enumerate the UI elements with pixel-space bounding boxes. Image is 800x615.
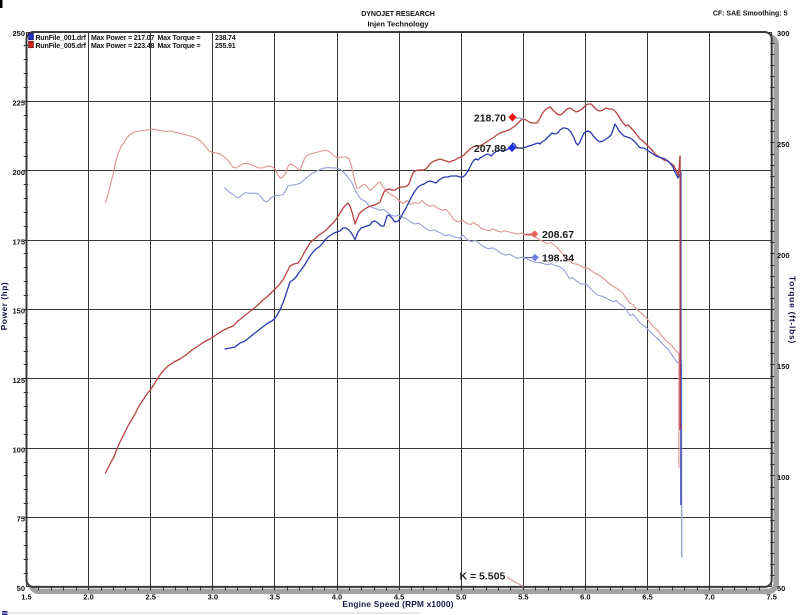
svg-text:225: 225: [12, 99, 25, 108]
svg-text:218.70: 218.70: [474, 112, 506, 124]
svg-text:K = 5.505: K = 5.505: [460, 571, 506, 583]
svg-text:Max Power = 217.07: Max Power = 217.07: [91, 35, 155, 42]
svg-text:Torque (ft-lbs): Torque (ft-lbs): [788, 276, 798, 344]
svg-text:DYNOJET RESEARCH: DYNOJET RESEARCH: [361, 11, 435, 18]
svg-text:Max Torque =: Max Torque =: [158, 35, 201, 42]
svg-text:6.0: 6.0: [580, 593, 590, 602]
svg-text:50: 50: [17, 584, 25, 593]
svg-text:255.91: 255.91: [215, 43, 236, 50]
svg-text:198.34: 198.34: [542, 252, 574, 264]
svg-text:Max Torque =: Max Torque =: [158, 43, 201, 50]
svg-text:RunFile_005.drf: RunFile_005.drf: [36, 43, 87, 50]
svg-text:CF: SAE Smoothing: 5: CF: SAE Smoothing: 5: [713, 11, 788, 18]
svg-text:250: 250: [777, 140, 790, 149]
svg-text:7.5: 7.5: [766, 593, 776, 602]
svg-text:150: 150: [777, 362, 790, 371]
svg-text:RunFile_001.drf: RunFile_001.drf: [36, 35, 87, 42]
svg-text:1.5: 1.5: [21, 593, 31, 602]
svg-text:150: 150: [12, 307, 25, 316]
svg-text:Max Power = 223.48: Max Power = 223.48: [91, 43, 155, 50]
svg-text:50: 50: [777, 584, 785, 593]
svg-text:6.5: 6.5: [642, 593, 652, 602]
svg-text:Power (hp): Power (hp): [0, 282, 9, 330]
svg-text:3.5: 3.5: [270, 593, 280, 602]
svg-text:207.89: 207.89: [474, 143, 506, 155]
svg-text:100: 100: [777, 473, 790, 482]
svg-text:4.5: 4.5: [394, 593, 404, 602]
svg-text:7.0: 7.0: [704, 593, 714, 602]
svg-text:2.0: 2.0: [83, 593, 93, 602]
svg-text:5.5: 5.5: [518, 593, 528, 602]
svg-text:100: 100: [12, 445, 25, 454]
svg-text:238.74: 238.74: [215, 35, 236, 42]
svg-text:Injen Technology: Injen Technology: [367, 20, 429, 29]
svg-text:300: 300: [777, 29, 790, 38]
svg-text:2.5: 2.5: [145, 593, 155, 602]
svg-text:200: 200: [12, 168, 25, 177]
svg-text:3.0: 3.0: [208, 593, 218, 602]
svg-text:250: 250: [12, 29, 25, 38]
svg-text:125: 125: [12, 376, 25, 385]
svg-text:4.0: 4.0: [332, 593, 342, 602]
svg-text:200: 200: [777, 251, 790, 260]
svg-text:Engine Speed (RPM x1000): Engine Speed (RPM x1000): [342, 599, 453, 609]
svg-text:75: 75: [17, 515, 25, 524]
svg-text:208.67: 208.67: [542, 229, 574, 241]
svg-text:5.0: 5.0: [456, 593, 466, 602]
svg-text:175: 175: [12, 237, 25, 246]
